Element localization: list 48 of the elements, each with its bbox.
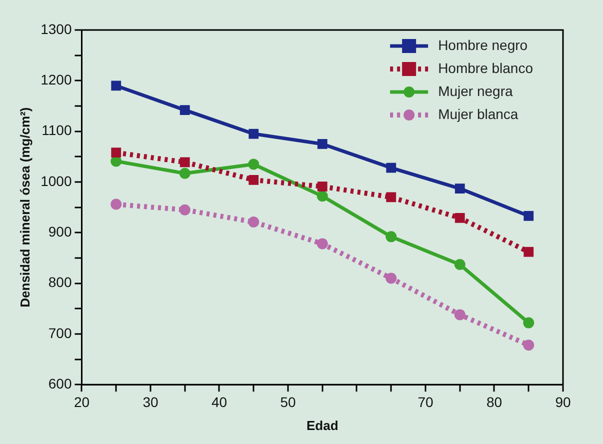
x-tick-label: 70 (418, 394, 434, 410)
legend-label: Mujer negra (438, 82, 513, 99)
y-tick-label: 1000 (40, 172, 72, 189)
point (317, 139, 328, 149)
y-tick-label: 1200 (40, 72, 72, 88)
x-axis-title: Edad (306, 418, 338, 433)
point (317, 182, 328, 192)
x-tick-label: 40 (211, 394, 228, 410)
point (386, 272, 397, 284)
point (316, 238, 328, 250)
point (180, 157, 190, 168)
point (248, 128, 259, 139)
point (180, 105, 190, 115)
y-tick-label: 800 (48, 274, 72, 290)
point (454, 259, 466, 270)
point (248, 158, 260, 170)
y-tick-label: 900 (48, 223, 72, 240)
y-tick-label: 700 (48, 324, 72, 341)
point (523, 317, 534, 328)
point (524, 210, 534, 221)
x-tick-label: 20 (74, 394, 90, 410)
x-tick-label: 50 (280, 394, 296, 410)
point (454, 184, 465, 194)
point (386, 192, 396, 202)
point (454, 309, 466, 320)
point (316, 190, 328, 202)
point (179, 204, 190, 216)
point (248, 216, 260, 228)
y-tick-label: 1300 (40, 20, 72, 37)
point (524, 246, 534, 257)
point (248, 174, 259, 185)
point (111, 148, 122, 158)
x-tick-label: 30 (142, 394, 158, 410)
legend-label: Mujer blanca (438, 106, 518, 122)
point (454, 212, 465, 223)
legend-label: Hombre blanco (438, 60, 534, 76)
y-tick-label: 600 (48, 375, 72, 392)
point (179, 168, 190, 179)
y-tick-label: 1100 (42, 122, 72, 138)
y-axis-title: Densidad mineral ósea (mg/cm²) (17, 107, 32, 308)
legend-label: Hombre negro (438, 36, 528, 53)
point (110, 198, 122, 210)
x-tick-label: 90 (555, 394, 571, 410)
x-tick-label: 80 (486, 394, 502, 410)
point (111, 80, 122, 91)
point (386, 231, 397, 242)
point (386, 162, 396, 173)
point (523, 340, 534, 351)
